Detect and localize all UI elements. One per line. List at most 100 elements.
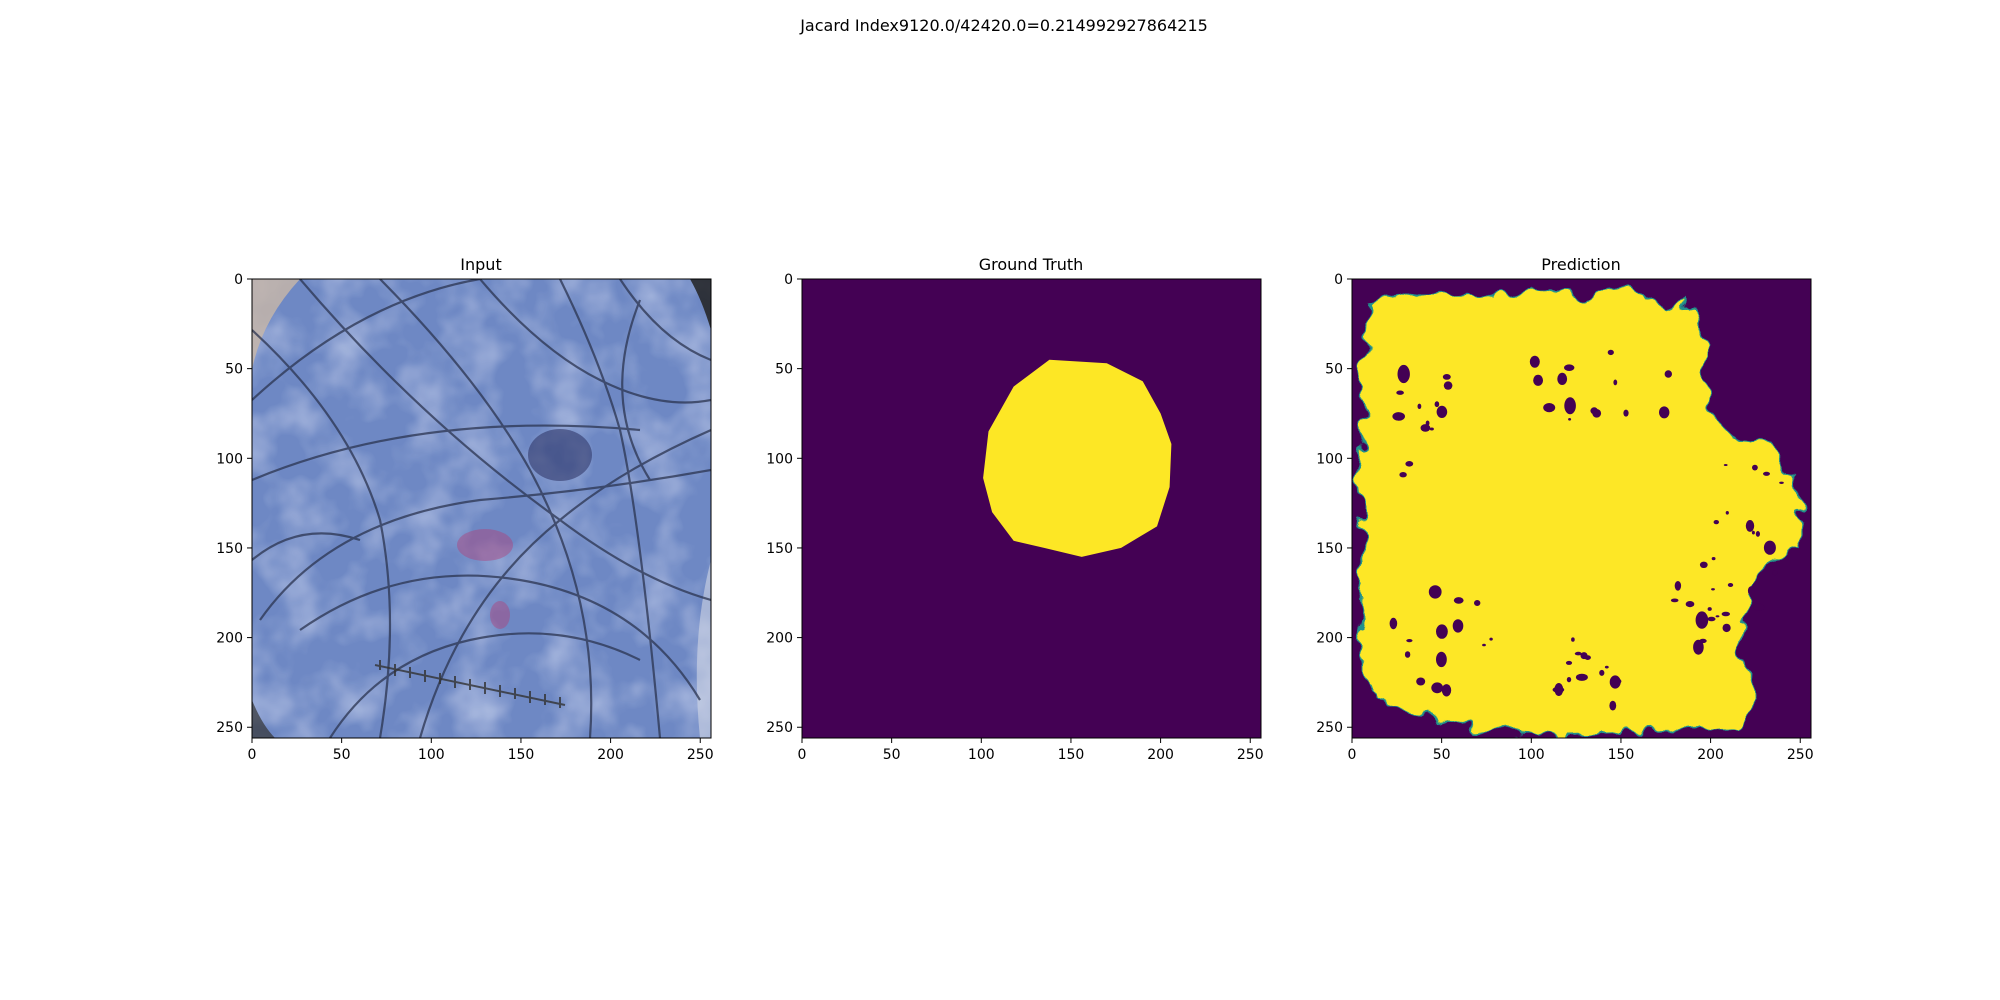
- input-ytick-label: 100: [216, 451, 243, 467]
- input-xtick-label: 250: [687, 747, 714, 763]
- prediction-hole: [1711, 557, 1716, 561]
- prediction-hole: [1753, 603, 1765, 611]
- prediction-ytick-label: 250: [1316, 720, 1343, 736]
- ground-truth-xtick-label: 200: [1147, 747, 1174, 763]
- figure-suptitle: Jacard Index9120.0/42420.0=0.21499292786…: [799, 16, 1208, 35]
- prediction-ytick-label: 0: [1334, 272, 1343, 288]
- prediction-hole: [1772, 570, 1778, 576]
- prediction-hole: [1431, 682, 1444, 694]
- prediction-hole: [1452, 619, 1464, 633]
- ground-truth-title: Ground Truth: [979, 255, 1084, 274]
- prediction-hole: [1396, 390, 1404, 395]
- prediction-hole: [1695, 611, 1709, 629]
- prediction-xtick-label: 150: [1608, 747, 1635, 763]
- prediction-hole: [1713, 520, 1720, 525]
- prediction-hole: [1659, 406, 1670, 419]
- prediction-hole: [1428, 585, 1442, 599]
- input-xtick-label: 150: [508, 747, 535, 763]
- prediction-hole: [1434, 401, 1440, 408]
- input-xtick-label: 100: [418, 747, 445, 763]
- prediction-hole: [1529, 355, 1540, 368]
- ground-truth-ytick-label: 100: [766, 451, 793, 467]
- ground-truth-ytick-label: 250: [766, 720, 793, 736]
- prediction-hole: [1399, 472, 1407, 478]
- prediction-hole: [1685, 601, 1695, 608]
- input-xtick-label: 200: [597, 747, 624, 763]
- prediction-hole: [1405, 461, 1414, 467]
- prediction-hole: [1442, 374, 1451, 380]
- prediction-ytick-label: 100: [1316, 451, 1343, 467]
- prediction-hole: [1755, 531, 1760, 537]
- prediction-hole: [1406, 639, 1413, 643]
- input-ytick-label: 50: [225, 362, 243, 378]
- prediction-hole: [1615, 678, 1622, 684]
- prediction-hole: [1607, 349, 1614, 356]
- prediction-hole: [1420, 424, 1431, 432]
- prediction-hole: [1693, 639, 1704, 655]
- prediction-ytick-label: 50: [1325, 362, 1343, 378]
- prediction-xtick-label: 200: [1697, 747, 1724, 763]
- prediction-hole: [1568, 418, 1572, 421]
- prediction-hole: [1443, 381, 1453, 390]
- prediction-hole: [1565, 660, 1573, 665]
- prediction-hole: [1727, 583, 1734, 587]
- prediction-hole: [1575, 673, 1588, 681]
- ground-truth-xtick-label: 150: [1058, 747, 1085, 763]
- prediction-hole: [1763, 540, 1776, 555]
- prediction-hole: [1745, 520, 1755, 532]
- prediction-hole: [1489, 637, 1493, 641]
- prediction-hole: [1557, 372, 1568, 385]
- prediction-hole: [1554, 683, 1564, 696]
- prediction-hole: [1404, 651, 1411, 658]
- prediction-hole: [1711, 588, 1715, 591]
- prediction-ytick-label: 150: [1316, 541, 1343, 557]
- ground-truth-ytick-label: 200: [766, 631, 793, 647]
- prediction-hole: [1674, 581, 1682, 591]
- prediction-hole: [1429, 427, 1434, 431]
- prediction-title: Prediction: [1541, 255, 1620, 274]
- prediction-hole: [1779, 481, 1784, 484]
- panel-ground-truth: Ground Truth 0 50 100 150 200 250 0 50 100 150 200…: [766, 255, 1263, 763]
- prediction-hole: [1453, 597, 1464, 604]
- prediction-hole: [1389, 617, 1398, 630]
- input-title: Input: [460, 255, 501, 274]
- ground-truth-ytick-label: 50: [775, 362, 793, 378]
- input-xtick-label: 0: [248, 747, 257, 763]
- prediction-hole: [1566, 677, 1572, 683]
- prediction-hole: [1751, 530, 1755, 535]
- prediction-hole: [1592, 409, 1602, 418]
- ground-truth-ytick-label: 150: [766, 541, 793, 557]
- ground-truth-xtick-label: 50: [883, 747, 901, 763]
- input-ytick-label: 200: [216, 631, 243, 647]
- prediction-hole: [1392, 412, 1405, 421]
- prediction-hole: [1482, 643, 1486, 647]
- prediction-xtick-label: 0: [1348, 747, 1357, 763]
- ground-truth-xtick-label: 0: [798, 747, 807, 763]
- panel-input: Input: [216, 255, 713, 763]
- prediction-ytick-label: 200: [1316, 631, 1343, 647]
- ground-truth-mask: [983, 359, 1172, 557]
- prediction-hole: [1699, 638, 1707, 644]
- prediction-hole: [1747, 586, 1755, 596]
- input-image: [252, 279, 711, 738]
- prediction-xtick-label: 100: [1518, 747, 1545, 763]
- ground-truth-axes: 0 50 100 150 200 250 0 50 100 150 200 250: [766, 272, 1263, 763]
- prediction-mask: [1356, 285, 1807, 736]
- prediction-hole: [1715, 615, 1720, 618]
- prediction-hole: [1664, 370, 1673, 378]
- prediction-hole: [1707, 607, 1712, 611]
- prediction-xtick-label: 50: [1433, 747, 1451, 763]
- prediction-hole: [1723, 464, 1728, 466]
- ground-truth-ytick-label: 0: [784, 272, 793, 288]
- input-ytick-label: 250: [216, 720, 243, 736]
- prediction-hole: [1604, 665, 1609, 669]
- prediction-hole: [1752, 464, 1758, 471]
- prediction-hole: [1609, 700, 1617, 711]
- prediction-hole: [1623, 409, 1629, 417]
- prediction-hole: [1613, 379, 1618, 386]
- prediction-hole: [1763, 471, 1770, 476]
- prediction-hole: [1417, 403, 1422, 409]
- panel-prediction: Prediction 0 50 100 150 200 250 0 50 100 150 200 25…: [1316, 255, 1813, 763]
- prediction-xtick-label: 250: [1787, 747, 1814, 763]
- prediction-hole: [1436, 405, 1448, 418]
